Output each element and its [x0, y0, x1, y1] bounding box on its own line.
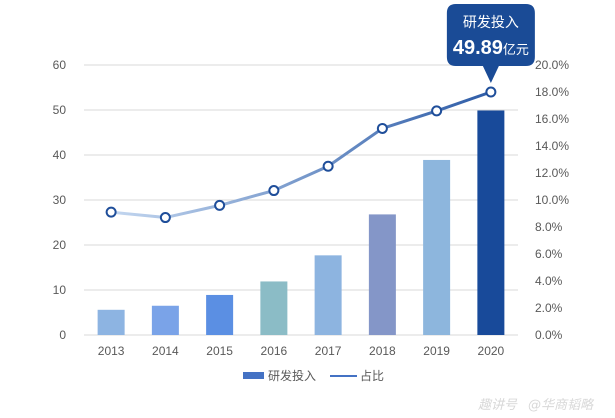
right-axis-tick-label: 2.0%: [535, 301, 563, 315]
line-point: [322, 160, 334, 172]
x-axis-tick-label: 2013: [98, 344, 125, 358]
x-axis-tick-label: 2016: [261, 344, 288, 358]
left-axis-tick-label: 0: [59, 328, 66, 342]
callout-annotation: 研发投入 49.89亿元: [446, 4, 535, 83]
left-axis-tick-label: 40: [53, 148, 67, 162]
bar: [477, 110, 505, 336]
x-axis-tick-label: 2014: [152, 344, 179, 358]
right-axis-tick-label: 20.0%: [535, 58, 569, 72]
right-axis-tick-label: 18.0%: [535, 85, 569, 99]
legend-bar-label: 研发投入: [268, 368, 316, 383]
bar-series: [97, 110, 505, 336]
line-point: [485, 86, 497, 98]
left-y-axis: 0 10 20 30 40 50 60: [53, 58, 67, 342]
line-point: [431, 105, 443, 117]
x-axis-tick-label: 2020: [478, 344, 505, 358]
line-point: [214, 199, 226, 211]
bar: [97, 309, 125, 335]
callout-value-number: 49.89: [453, 37, 503, 59]
x-axis: 2013 2014 2015 2016 2017 2018 2019 2020: [98, 344, 505, 358]
x-axis-tick-label: 2018: [369, 344, 396, 358]
legend-bar-swatch: [243, 372, 264, 379]
callout-bubble: [446, 4, 535, 83]
right-axis-tick-label: 4.0%: [535, 274, 563, 288]
watermark-right: @华商韬略: [528, 398, 595, 413]
bar: [368, 214, 396, 335]
callout-title: 研发投入: [463, 15, 519, 31]
line-point: [105, 206, 117, 218]
left-axis-tick-label: 20: [53, 238, 67, 252]
line-point: [376, 122, 388, 134]
left-axis-tick-label: 10: [53, 283, 67, 297]
watermark-left: 趣讲号: [478, 398, 518, 413]
right-axis-tick-label: 14.0%: [535, 139, 569, 153]
left-axis-tick-label: 60: [53, 58, 67, 72]
x-axis-tick-label: 2015: [206, 344, 233, 358]
callout-value: 49.89亿元: [453, 37, 529, 59]
watermark: 趣讲号 @华商韬略: [478, 398, 595, 413]
bar: [423, 159, 451, 335]
legend: 研发投入 占比: [243, 368, 384, 383]
legend-line-label: 占比: [360, 368, 384, 383]
bar: [206, 294, 234, 335]
line-path: [110, 90, 492, 220]
line-point: [268, 185, 280, 197]
right-axis-tick-label: 12.0%: [535, 166, 569, 180]
line-point: [159, 212, 171, 224]
left-axis-tick-label: 30: [53, 193, 67, 207]
bar: [314, 255, 342, 335]
right-axis-tick-label: 10.0%: [535, 193, 569, 207]
callout-value-unit: 亿元: [503, 43, 529, 58]
right-axis-tick-label: 6.0%: [535, 247, 563, 261]
right-y-axis: 0.0% 2.0% 4.0% 6.0% 8.0% 10.0% 12.0% 14.0% 16.0%…: [535, 58, 569, 342]
bar: [151, 305, 179, 335]
right-axis-tick-label: 16.0%: [535, 112, 569, 126]
x-axis-tick-label: 2019: [423, 344, 450, 358]
bar: [260, 281, 288, 335]
line-series: [105, 86, 497, 224]
x-axis-tick-label: 2017: [315, 344, 342, 358]
right-axis-tick-label: 8.0%: [535, 220, 563, 234]
left-axis-tick-label: 50: [53, 103, 67, 117]
right-axis-tick-label: 0.0%: [535, 328, 563, 342]
